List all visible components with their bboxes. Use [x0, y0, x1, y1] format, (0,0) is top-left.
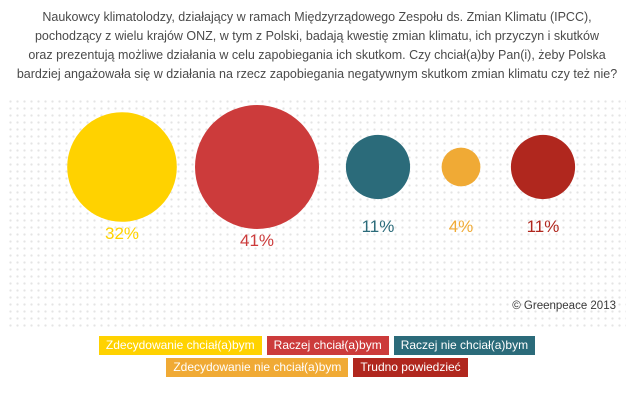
copyright-credit: © Greenpeace 2013 — [512, 300, 616, 312]
bubble-zdecydowanie-nie-chcialbym — [441, 147, 481, 187]
question-line: Naukowcy klimatolodzy, działający w rama… — [42, 10, 592, 24]
value-label-raczej-chcialbym: 41% — [240, 231, 274, 250]
legend-item-raczej-nie-chcialbym: Raczej nie chciał(a)bym — [393, 336, 536, 355]
bubble-group — [67, 105, 576, 229]
question-line: bardziej angażowała się w działania na r… — [16, 67, 618, 81]
bubble-raczej-nie-chcialbym — [345, 134, 411, 200]
bubble-raczej-chcialbym — [195, 105, 319, 229]
bubble-zdecydowanie-chcialbym — [67, 112, 177, 222]
legend-item-zdecydowanie-nie-chcialbym: Zdecydowanie nie chciał(a)bym — [166, 358, 349, 377]
legend-item-zdecydowanie-chcialbym: Zdecydowanie chciał(a)bym — [98, 336, 262, 355]
value-label-raczej-nie-chcialbym: 11% — [362, 217, 395, 236]
legend-item-raczej-chcialbym: Raczej chciał(a)bym — [266, 336, 389, 355]
value-label-zdecydowanie-nie-chcialbym: 4% — [449, 217, 474, 236]
value-label-trudno-powiedziec: 11% — [527, 217, 560, 236]
question-line: pochodzący z wielu krajów ONZ, w tym z P… — [34, 29, 600, 43]
question-text: Naukowcy klimatolodzy, działający w rama… — [12, 8, 622, 84]
legend-item-trudno-powiedziec: Trudno powiedzieć — [353, 358, 468, 377]
bubble-trudno-powiedziec — [510, 134, 576, 200]
legend-row-2: Zdecydowanie nie chciał(a)bym Trudno pow… — [0, 358, 634, 377]
bubble-chart: 32% 41% 11% 4% 11% — [8, 98, 626, 328]
question-line: oraz prezentują możliwe działania w celu… — [28, 48, 606, 62]
legend-row-1: Zdecydowanie chciał(a)bym Raczej chciał(… — [0, 336, 634, 355]
label-group: 32% 41% 11% 4% 11% — [105, 217, 559, 250]
value-label-zdecydowanie-chcialbym: 32% — [105, 224, 139, 243]
